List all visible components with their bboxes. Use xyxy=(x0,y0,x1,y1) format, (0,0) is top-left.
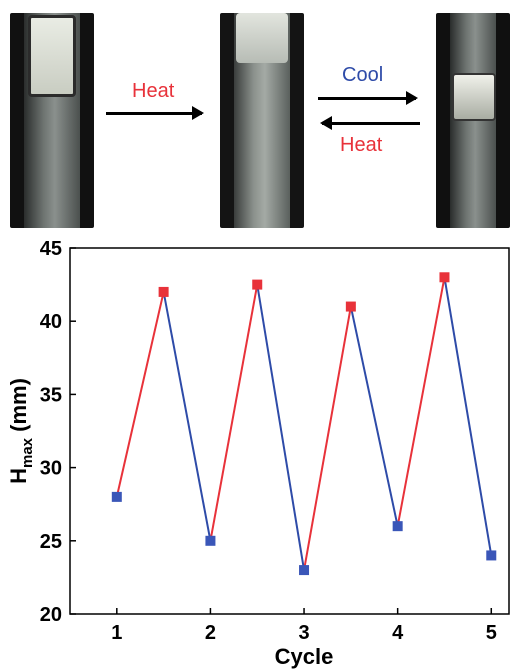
heat-label-bottom: Heat xyxy=(340,134,383,156)
cooling-segment xyxy=(349,306,399,527)
x-tick-label: 4 xyxy=(392,622,404,644)
cooled-point xyxy=(392,521,403,532)
heated-point xyxy=(158,286,169,297)
y-axis-label-sub: max xyxy=(19,437,36,468)
cooled-point xyxy=(111,491,122,502)
y-tick-label: 20 xyxy=(40,604,62,626)
y-tick-label: 40 xyxy=(40,311,62,333)
heating-segment xyxy=(209,284,259,541)
y-axis-label-unit: (mm) xyxy=(6,378,31,438)
heating-segment xyxy=(303,306,352,571)
x-axis-label: Cycle xyxy=(275,644,334,669)
heated-point xyxy=(252,279,263,290)
heating-segment xyxy=(396,277,446,527)
y-axis-label: Hmax (mm) xyxy=(6,378,36,484)
y-axis-label-main: H xyxy=(6,468,31,484)
y-tick-label: 30 xyxy=(40,458,62,480)
cool-arrow xyxy=(318,91,418,105)
cooling-segment xyxy=(162,291,212,541)
cool-label: Cool xyxy=(342,64,384,86)
heat-arrow xyxy=(106,106,204,120)
cooling-segment xyxy=(256,284,306,571)
heated-point xyxy=(345,301,356,312)
heat-label-top: Heat xyxy=(132,80,175,102)
x-tick-label: 1 xyxy=(111,622,122,644)
heat-return-arrow xyxy=(320,116,420,130)
tube-photo-heated xyxy=(220,13,304,228)
tube-photo-initial xyxy=(10,13,94,228)
x-tick-label: 5 xyxy=(486,622,497,644)
cooling-segment xyxy=(443,277,493,556)
y-tick-label: 45 xyxy=(40,238,62,260)
x-tick-label: 3 xyxy=(298,622,309,644)
y-tick-label: 35 xyxy=(40,384,62,406)
cooled-point xyxy=(299,565,310,576)
tube-photo-cooled xyxy=(436,13,510,228)
cooled-point xyxy=(486,550,497,561)
x-tick-label: 2 xyxy=(205,622,216,644)
plot-frame xyxy=(69,247,510,615)
heating-segment xyxy=(115,291,165,498)
y-tick-label: 25 xyxy=(40,531,62,553)
cooled-point xyxy=(205,535,216,546)
heated-point xyxy=(439,272,450,283)
